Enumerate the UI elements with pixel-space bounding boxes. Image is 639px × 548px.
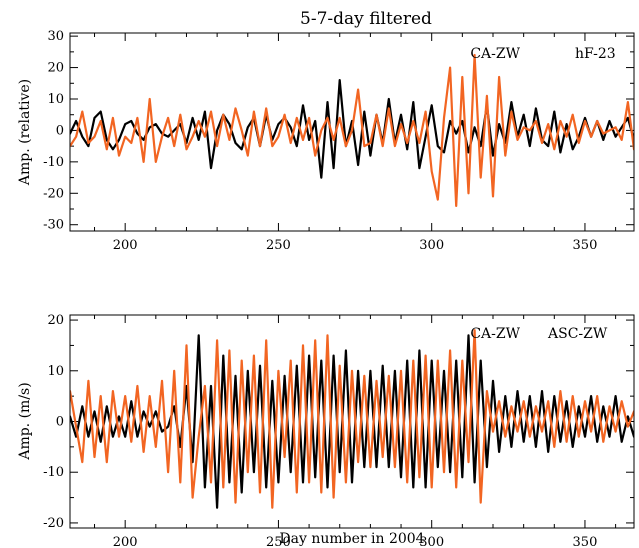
bottom-panel: 200 250 300 350 -20 -10 0 10 20 Amp. (m/s) Day n…	[17, 313, 635, 548]
x-tick-label: 200	[113, 238, 138, 253]
top-y-axis-label: Amp. (relative)	[17, 79, 33, 186]
legend-hf-23: hF-23	[575, 46, 616, 62]
bottom-y-axis-label: Amp. (m/s)	[17, 382, 33, 460]
top-axis-ticks	[70, 33, 634, 231]
y-tick-label: -30	[43, 218, 64, 233]
bottom-series-line-asc-zw	[70, 329, 634, 509]
chart-title: 5-7-day filtered	[300, 9, 432, 29]
y-tick-label: 10	[47, 364, 64, 379]
x-axis-label: Day number in 2004	[279, 531, 424, 547]
x-tick-label: 250	[266, 535, 291, 548]
x-tick-label: 300	[419, 535, 444, 548]
bottom-axis-ticks	[70, 315, 634, 528]
top-tick-labels: 200 250 300 350 -30 -20 -10 0 10 20 30	[43, 29, 597, 253]
y-tick-label: -20	[43, 186, 64, 201]
x-tick-label: 250	[266, 238, 291, 253]
y-tick-label: -10	[43, 465, 64, 480]
x-tick-label: 300	[419, 238, 444, 253]
bottom-tick-labels: 200 250 300 350 -20 -10 0 10 20	[43, 313, 597, 548]
legend-asc-zw: ASC-ZW	[547, 326, 608, 342]
legend-ca-zw-top: CA-ZW	[470, 46, 520, 62]
bottom-plot-frame	[69, 314, 635, 529]
top-plot-frame	[69, 32, 635, 232]
x-tick-label: 350	[573, 238, 598, 253]
x-tick-label: 200	[113, 535, 138, 548]
bottom-series-line-ca-zw	[70, 334, 634, 509]
y-tick-label: 20	[47, 61, 64, 76]
top-series-line-hf-23	[70, 53, 634, 207]
y-tick-label: 0	[56, 123, 64, 138]
y-tick-label: -10	[43, 155, 64, 170]
top-series-layer	[70, 53, 634, 207]
x-tick-label: 350	[573, 535, 598, 548]
y-tick-label: 20	[47, 313, 64, 328]
bottom-series-layer	[70, 329, 634, 509]
y-tick-label: 0	[56, 415, 64, 430]
top-panel: 5-7-day filtered 200 250 300 350 -30 -20 -10 0 1…	[17, 9, 635, 253]
y-tick-label: 30	[47, 29, 64, 44]
top-series-line-ca-zw	[70, 78, 634, 179]
y-tick-label: -20	[43, 516, 64, 531]
y-tick-label: 10	[47, 92, 64, 107]
legend-ca-zw-bottom: CA-ZW	[470, 326, 520, 342]
